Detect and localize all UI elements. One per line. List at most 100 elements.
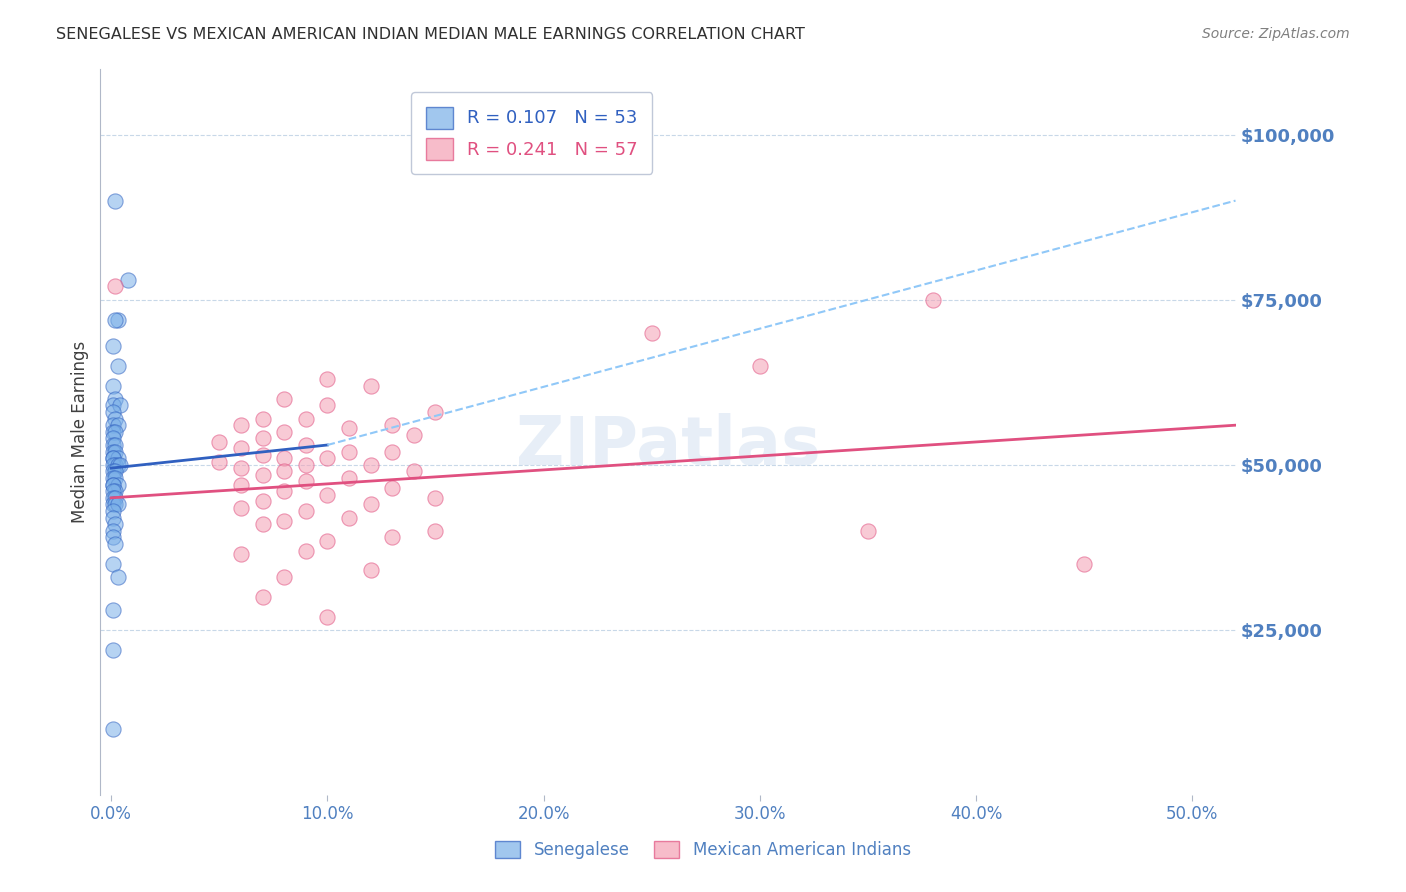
Point xyxy=(103,484,125,499)
Point xyxy=(104,537,127,551)
Point xyxy=(104,444,127,458)
Point xyxy=(104,458,127,472)
Point xyxy=(360,498,382,512)
Point xyxy=(108,398,131,412)
Point xyxy=(104,279,127,293)
Point xyxy=(316,533,339,548)
Point xyxy=(316,487,339,501)
Point xyxy=(108,458,131,472)
Point xyxy=(229,477,252,491)
Point xyxy=(103,451,125,466)
Legend: Senegalese, Mexican American Indians: Senegalese, Mexican American Indians xyxy=(488,834,918,866)
Point xyxy=(252,494,274,508)
Point xyxy=(103,464,125,478)
Point xyxy=(337,510,360,524)
Point xyxy=(208,454,231,468)
Point xyxy=(107,477,129,491)
Point xyxy=(921,293,943,307)
Point xyxy=(294,438,316,452)
Point xyxy=(104,517,127,532)
Text: SENEGALESE VS MEXICAN AMERICAN INDIAN MEDIAN MALE EARNINGS CORRELATION CHART: SENEGALESE VS MEXICAN AMERICAN INDIAN ME… xyxy=(56,27,806,42)
Point xyxy=(104,464,127,478)
Point xyxy=(316,372,339,386)
Point xyxy=(273,514,295,528)
Point xyxy=(103,603,125,617)
Point xyxy=(103,339,125,353)
Point xyxy=(294,504,316,518)
Point xyxy=(103,438,125,452)
Point xyxy=(381,444,404,458)
Point xyxy=(107,418,129,433)
Legend: R = 0.107   N = 53, R = 0.241   N = 57: R = 0.107 N = 53, R = 0.241 N = 57 xyxy=(411,92,652,174)
Point xyxy=(229,547,252,561)
Text: ZIPatlas: ZIPatlas xyxy=(516,413,820,479)
Point xyxy=(103,524,125,538)
Point xyxy=(294,543,316,558)
Point xyxy=(337,421,360,435)
Point xyxy=(103,477,125,491)
Point xyxy=(208,434,231,449)
Point xyxy=(273,570,295,584)
Point xyxy=(104,312,127,326)
Point xyxy=(104,491,127,505)
Point xyxy=(360,378,382,392)
Point xyxy=(273,464,295,478)
Point xyxy=(402,428,425,442)
Point xyxy=(104,411,127,425)
Point xyxy=(316,609,339,624)
Point xyxy=(229,461,252,475)
Point xyxy=(103,722,125,736)
Point xyxy=(104,498,127,512)
Point xyxy=(107,458,129,472)
Point xyxy=(103,458,125,472)
Point xyxy=(107,359,129,373)
Text: Source: ZipAtlas.com: Source: ZipAtlas.com xyxy=(1202,27,1350,41)
Point xyxy=(273,484,295,499)
Point xyxy=(104,194,127,208)
Point xyxy=(103,425,125,439)
Point xyxy=(360,458,382,472)
Point xyxy=(103,451,125,466)
Point xyxy=(107,498,129,512)
Point xyxy=(104,484,127,499)
Point xyxy=(103,378,125,392)
Point xyxy=(252,431,274,445)
Point xyxy=(103,531,125,545)
Point xyxy=(104,438,127,452)
Point xyxy=(381,531,404,545)
Point xyxy=(103,398,125,412)
Point xyxy=(252,448,274,462)
Point xyxy=(273,451,295,466)
Y-axis label: Median Male Earnings: Median Male Earnings xyxy=(72,341,89,523)
Point xyxy=(104,392,127,406)
Point xyxy=(1073,557,1095,571)
Point xyxy=(748,359,770,373)
Point xyxy=(229,442,252,456)
Point xyxy=(103,431,125,445)
Point xyxy=(252,411,274,425)
Point xyxy=(273,425,295,439)
Point xyxy=(103,418,125,433)
Point xyxy=(103,471,125,485)
Point xyxy=(103,510,125,524)
Point xyxy=(104,425,127,439)
Point xyxy=(425,405,447,419)
Point xyxy=(104,471,127,485)
Point xyxy=(103,498,125,512)
Point xyxy=(360,564,382,578)
Point xyxy=(641,326,664,340)
Point xyxy=(252,467,274,482)
Point xyxy=(316,451,339,466)
Point xyxy=(103,444,125,458)
Point xyxy=(381,418,404,433)
Point xyxy=(107,312,129,326)
Point xyxy=(252,517,274,532)
Point xyxy=(425,524,447,538)
Point xyxy=(103,405,125,419)
Point xyxy=(294,411,316,425)
Point xyxy=(107,451,129,466)
Point xyxy=(117,273,139,287)
Point xyxy=(337,444,360,458)
Point xyxy=(425,491,447,505)
Point xyxy=(856,524,879,538)
